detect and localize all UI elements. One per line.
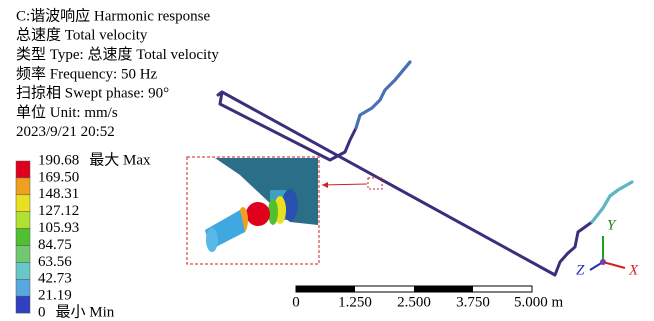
legend-label: 105.93	[38, 220, 79, 236]
scale-label: 0	[292, 294, 300, 310]
triad-z: Z	[576, 262, 585, 278]
legend-swatch	[16, 178, 30, 195]
viewport: Y X Z C:谐波响应 Harmonic response 总速度 Total …	[0, 0, 654, 321]
legend-note: 最大 Max	[89, 151, 151, 168]
legend-label: 84.75	[38, 237, 72, 253]
scale-label: 5.000 m	[514, 294, 564, 310]
scale-label: 3.750	[456, 294, 490, 310]
legend-label: 63.56	[38, 254, 72, 270]
inset	[187, 157, 319, 264]
triad-x: X	[628, 262, 639, 278]
legend-label: 127.12	[38, 203, 79, 219]
legend-swatch	[16, 229, 30, 246]
header-line: C:谐波响应 Harmonic response	[16, 6, 210, 24]
header-line: 频率 Frequency: 50 Hz	[16, 65, 158, 82]
legend-swatch	[16, 195, 30, 212]
legend-swatch	[16, 161, 30, 178]
legend-label: 190.68	[38, 152, 79, 168]
legend-swatch	[16, 296, 30, 313]
legend-swatch	[16, 246, 30, 263]
legend-label: 0	[38, 305, 46, 321]
legend-label: 148.31	[38, 186, 79, 202]
legend-label: 21.19	[38, 288, 72, 304]
legend-swatch	[16, 279, 30, 296]
callout-arrow	[322, 184, 367, 185]
header-line: 扫掠相 Swept phase: 90°	[16, 85, 169, 102]
legend-note: 最小 Min	[56, 304, 115, 321]
screenshot: Y X Z C:谐波响应 Harmonic response 总速度 Total …	[0, 0, 654, 321]
legend-label: 169.50	[38, 169, 79, 185]
triad-y: Y	[607, 217, 617, 233]
scale-bar	[296, 286, 532, 292]
header-line: 单位 Unit: mm/s	[16, 104, 118, 121]
legend-swatch	[16, 212, 30, 229]
header-line: 2023/9/21 20:52	[16, 124, 115, 140]
header-line: 类型 Type: 总速度 Total velocity	[16, 46, 219, 63]
scale-label: 1.250	[338, 294, 372, 310]
header-line: 总速度 Total velocity	[16, 27, 148, 44]
legend-swatch	[16, 262, 30, 279]
scale-label: 2.500	[397, 294, 431, 310]
arrow-head	[322, 182, 328, 188]
legend-label: 42.73	[38, 271, 72, 287]
